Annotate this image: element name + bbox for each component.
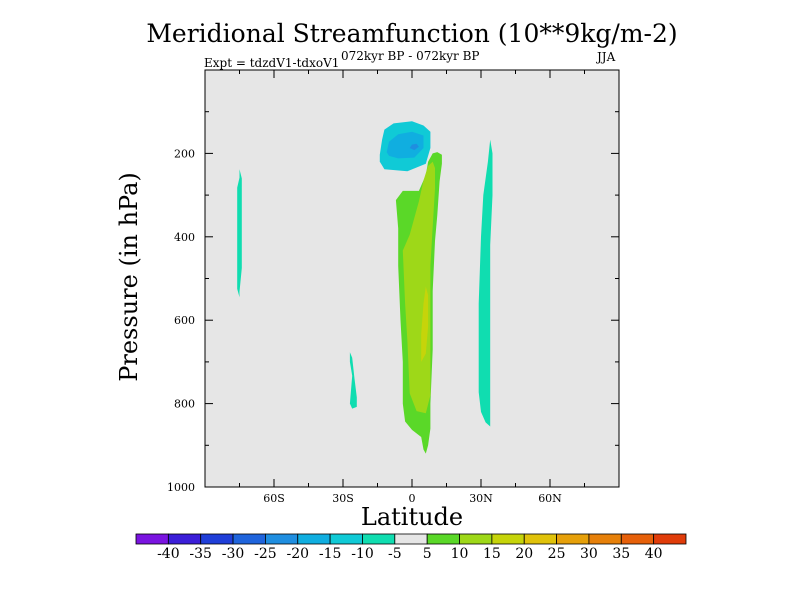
colorbar-swatch bbox=[135, 533, 169, 545]
x-tick-label: 60S bbox=[263, 492, 285, 505]
x-tick-label: 30N bbox=[469, 492, 493, 505]
y-tick-label: 1000 bbox=[167, 481, 195, 494]
colorbar-label: 5 bbox=[423, 546, 432, 562]
colorbar-swatch bbox=[491, 533, 525, 545]
colorbar-label: 30 bbox=[580, 546, 598, 562]
axis-ticks bbox=[204, 70, 620, 487]
colorbar-label: -40 bbox=[157, 546, 180, 562]
colorbar-swatch bbox=[297, 533, 331, 545]
y-tick-label: 200 bbox=[174, 147, 195, 160]
contour-region-mid-left-patch bbox=[349, 352, 357, 409]
colorbar-label: 25 bbox=[548, 546, 566, 562]
colorbar-label: 20 bbox=[515, 546, 533, 562]
colorbar-swatch bbox=[556, 533, 590, 545]
contour-region-left-thin-band bbox=[237, 169, 242, 298]
colorbar-label: -25 bbox=[254, 546, 277, 562]
colorbar-labels: -40 -35 -30 -25 -20 -15 -10 -5 5 10 15 20 25 30 35 40 bbox=[157, 546, 662, 562]
colorbar-label: 10 bbox=[451, 546, 469, 562]
colorbar-label: -20 bbox=[286, 546, 309, 562]
colorbar-swatch bbox=[329, 533, 363, 545]
contour-region-positive-column-core bbox=[421, 286, 429, 362]
y-tick-label: 800 bbox=[174, 398, 195, 411]
colorbar-swatch bbox=[265, 533, 299, 545]
x-tick-label: 0 bbox=[409, 492, 416, 505]
colorbar-label: -10 bbox=[351, 546, 374, 562]
chart-title: Meridional Streamfunction (10**9kg/m-2) bbox=[146, 19, 677, 48]
colorbar-swatch bbox=[653, 533, 687, 545]
y-axis-label: Pressure (in hPa) bbox=[115, 172, 143, 382]
colorbar-label: -5 bbox=[388, 546, 402, 562]
colorbar-label: 15 bbox=[483, 546, 501, 562]
x-tick-label: 30S bbox=[332, 492, 354, 505]
colorbar-swatch bbox=[620, 533, 655, 545]
colorbar-label: -15 bbox=[319, 546, 342, 562]
colorbar-swatch bbox=[200, 533, 234, 545]
contour-region-upper-negative-core bbox=[386, 131, 424, 159]
left-subtitle: Expt = tdzdV1-tdxoV1 bbox=[204, 56, 339, 70]
colorbar-swatch bbox=[167, 533, 202, 545]
contour-region-upper-negative-peak bbox=[409, 143, 419, 151]
colorbar-swatch bbox=[588, 533, 622, 545]
colorbar-swatch bbox=[232, 533, 266, 545]
colorbar-label: -30 bbox=[222, 546, 245, 562]
colorbar-label: 35 bbox=[612, 546, 630, 562]
colorbar-label: 40 bbox=[645, 546, 663, 562]
x-tick-label: 60N bbox=[538, 492, 562, 505]
colorbar-swatch bbox=[459, 533, 493, 545]
colorbar bbox=[135, 533, 687, 545]
center-subtitle: 072kyr BP - 072kyr BP bbox=[341, 49, 479, 63]
colorbar-swatch bbox=[523, 533, 557, 545]
y-tick-label: 400 bbox=[174, 231, 195, 244]
contour-regions bbox=[237, 121, 493, 454]
y-tick-labels: 200 400 600 800 1000 bbox=[167, 147, 195, 494]
x-tick-labels: 60S 30S 0 30N 60N bbox=[263, 492, 562, 505]
contour-region-positive-column-inner bbox=[402, 161, 435, 414]
colorbar-swatch bbox=[362, 533, 396, 545]
colorbar-swatch bbox=[394, 533, 428, 545]
colorbar-label: -35 bbox=[189, 546, 212, 562]
colorbar-swatch bbox=[426, 533, 460, 545]
y-tick-label: 600 bbox=[174, 314, 195, 327]
right-subtitle: JJA bbox=[595, 50, 616, 64]
contour-region-right-band bbox=[478, 139, 493, 427]
x-axis-label: Latitude bbox=[361, 503, 463, 531]
